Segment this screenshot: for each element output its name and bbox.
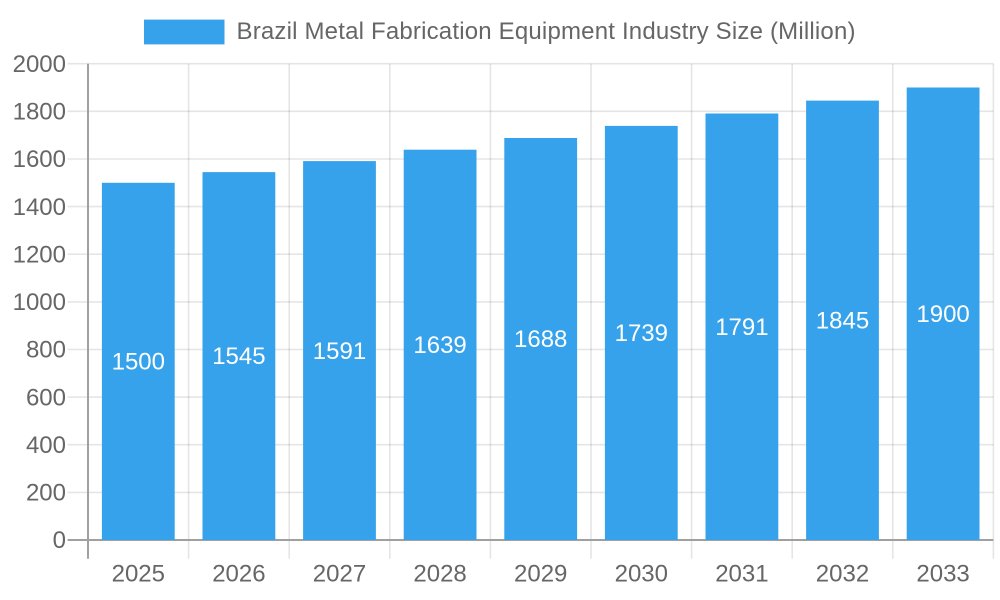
svg-text:2025: 2025 — [112, 560, 165, 587]
svg-text:1400: 1400 — [13, 194, 66, 221]
svg-text:1800: 1800 — [13, 99, 66, 126]
svg-text:2031: 2031 — [715, 560, 768, 587]
svg-text:200: 200 — [26, 480, 66, 507]
svg-text:2000: 2000 — [13, 51, 66, 78]
svg-text:800: 800 — [26, 337, 66, 364]
svg-text:1545: 1545 — [212, 343, 265, 370]
svg-text:2028: 2028 — [413, 560, 466, 587]
svg-text:1900: 1900 — [916, 301, 969, 328]
svg-text:1591: 1591 — [313, 338, 366, 365]
svg-text:2029: 2029 — [514, 560, 567, 587]
svg-text:2027: 2027 — [313, 560, 366, 587]
svg-text:0: 0 — [53, 527, 66, 554]
svg-text:1200: 1200 — [13, 241, 66, 268]
svg-text:600: 600 — [26, 384, 66, 411]
svg-text:1000: 1000 — [13, 289, 66, 316]
svg-text:1688: 1688 — [514, 326, 567, 353]
svg-text:1600: 1600 — [13, 146, 66, 173]
svg-text:1845: 1845 — [816, 308, 869, 335]
svg-text:1791: 1791 — [715, 314, 768, 341]
svg-text:2026: 2026 — [212, 560, 265, 587]
svg-text:1739: 1739 — [615, 320, 668, 347]
svg-text:2033: 2033 — [916, 560, 969, 587]
svg-text:Brazil Metal Fabrication Equip: Brazil Metal Fabrication Equipment Indus… — [237, 18, 856, 45]
svg-text:1500: 1500 — [112, 349, 165, 376]
svg-text:400: 400 — [26, 432, 66, 459]
svg-text:1639: 1639 — [413, 332, 466, 359]
svg-text:2030: 2030 — [615, 560, 668, 587]
svg-text:2032: 2032 — [816, 560, 869, 587]
